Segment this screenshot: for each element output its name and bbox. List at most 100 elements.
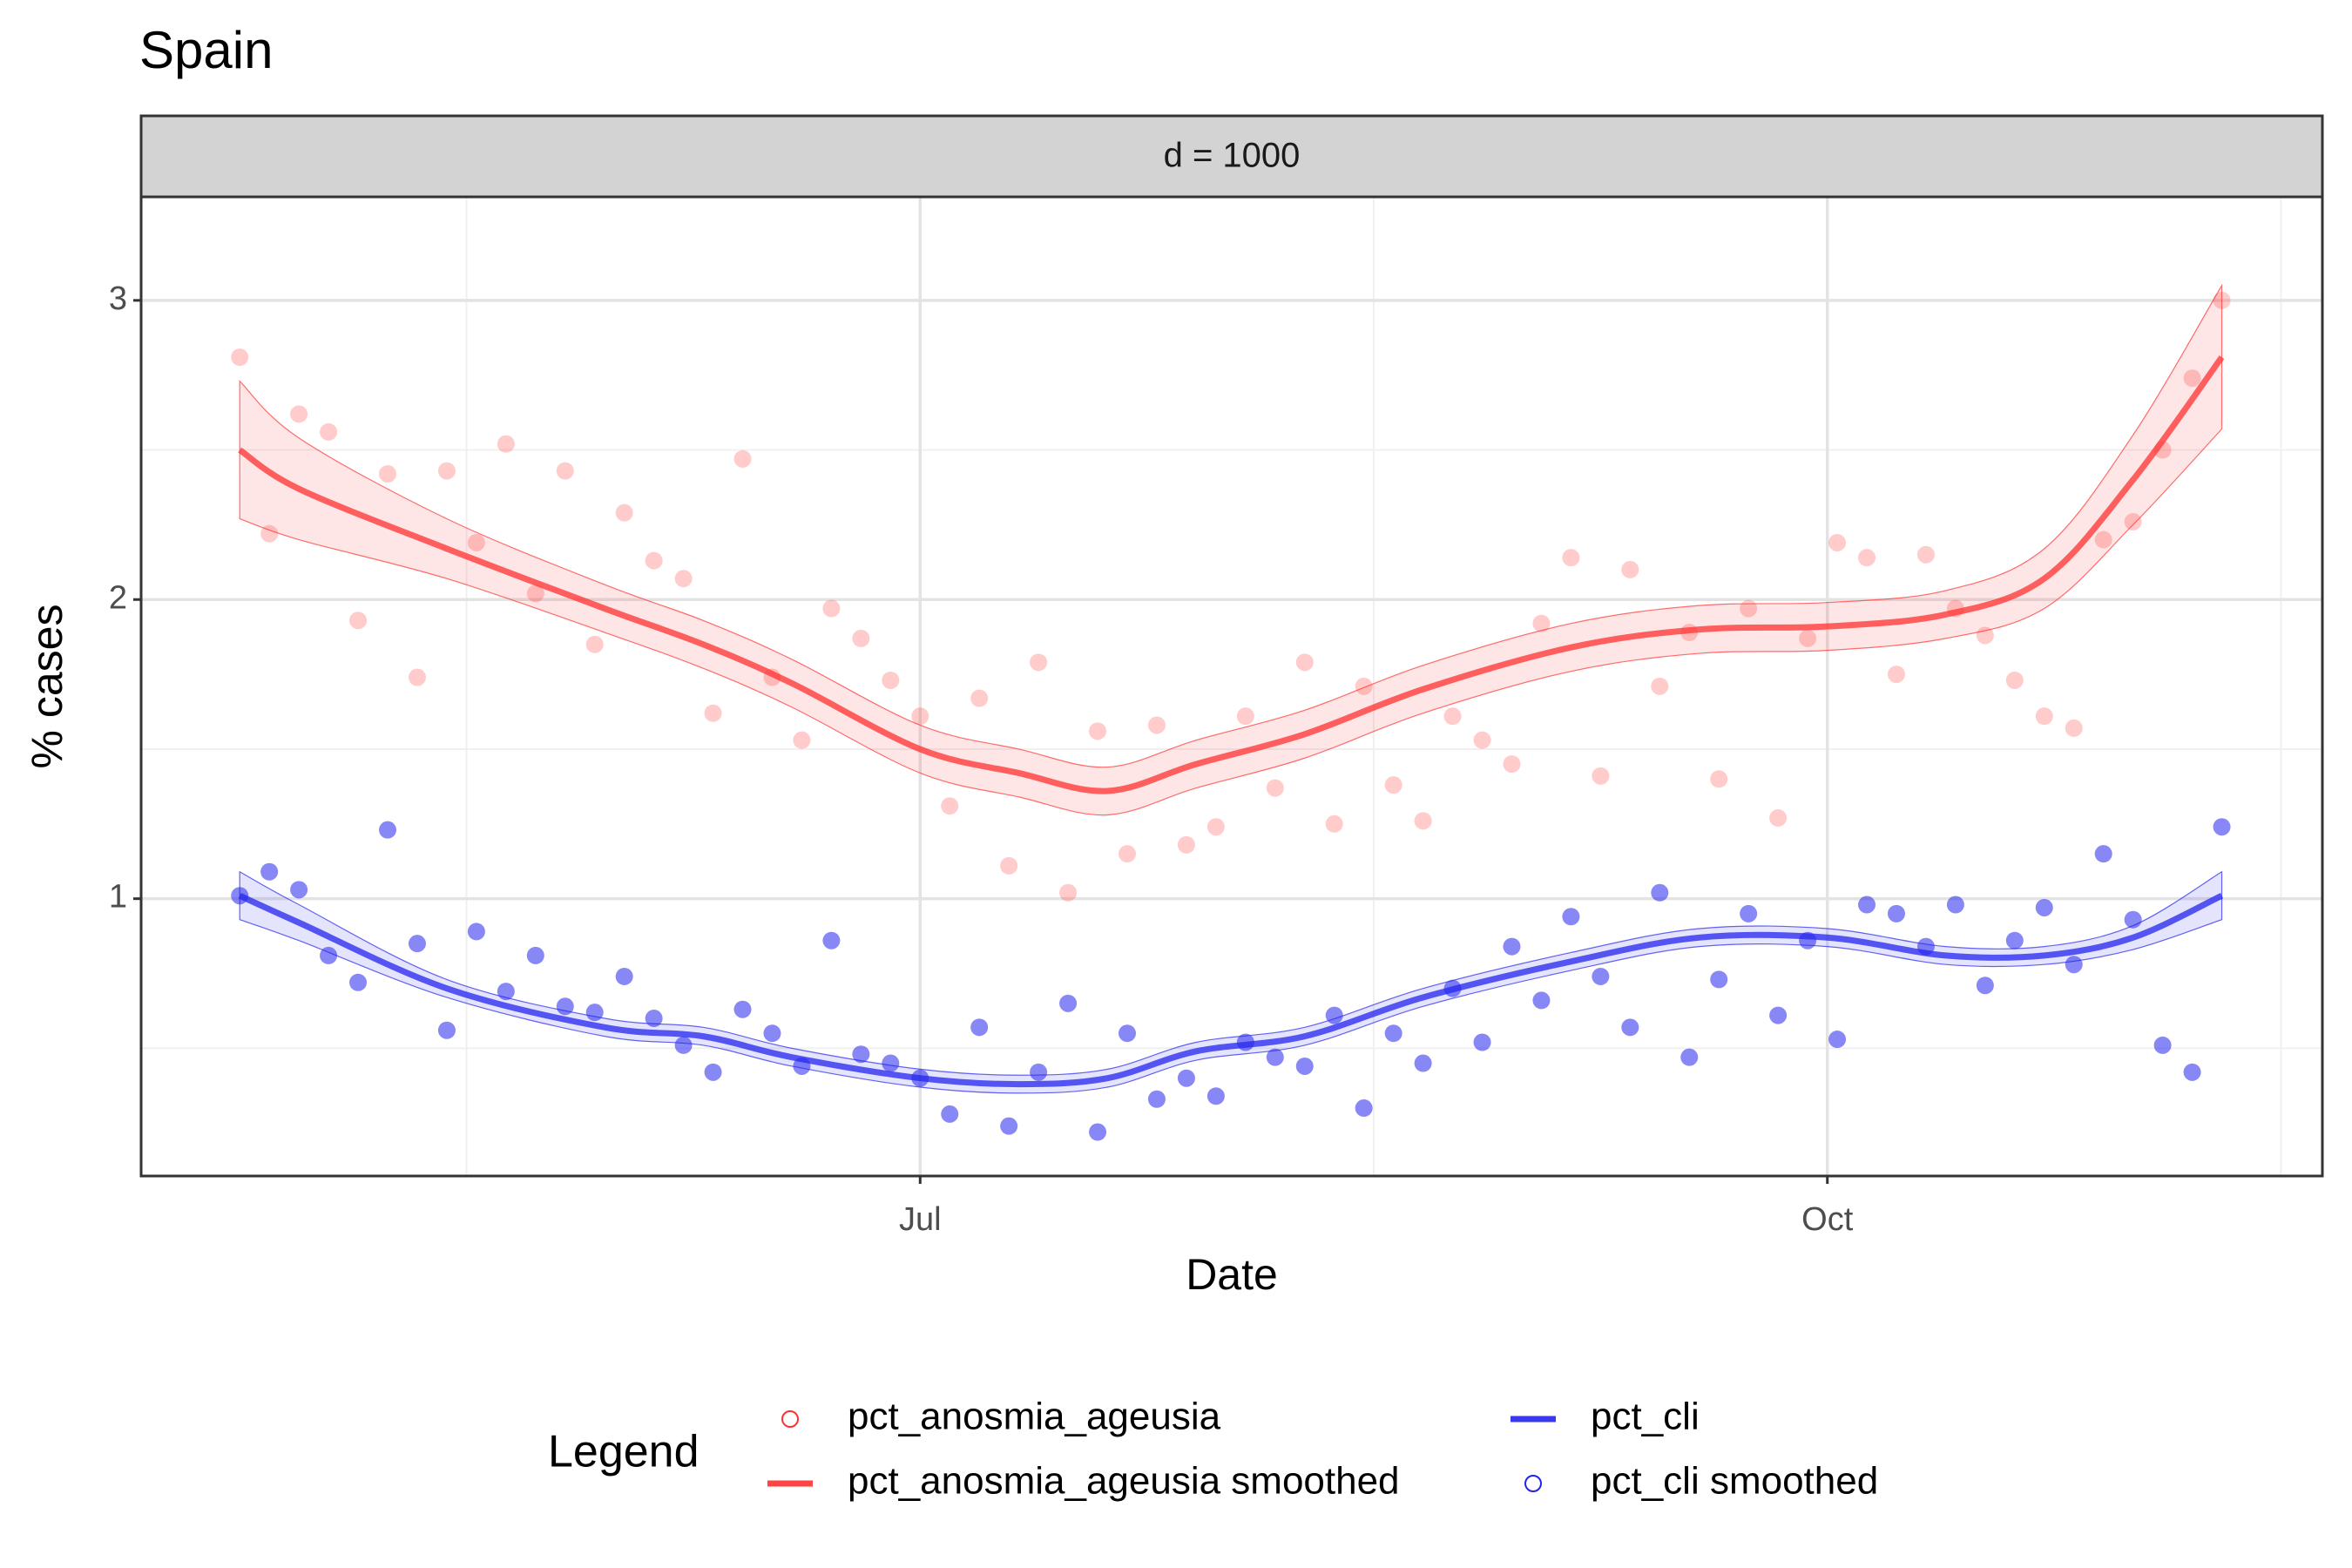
point xyxy=(1119,845,1137,863)
point xyxy=(1976,977,1994,995)
x-tick-label: Oct xyxy=(1801,1201,1854,1238)
point xyxy=(1503,937,1521,956)
point xyxy=(1295,653,1314,672)
point xyxy=(349,612,368,630)
point xyxy=(2094,845,2112,863)
facet-strip xyxy=(139,114,2324,199)
point xyxy=(1532,991,1551,1010)
point xyxy=(1089,1123,1107,1141)
point xyxy=(882,671,900,689)
panel-border xyxy=(139,195,2324,1178)
point xyxy=(1177,1069,1195,1087)
point xyxy=(1414,812,1432,830)
point xyxy=(645,551,663,570)
point xyxy=(822,599,841,618)
point xyxy=(970,1018,989,1037)
point xyxy=(2005,671,2024,689)
point xyxy=(2213,291,2231,309)
point xyxy=(763,1024,781,1043)
point xyxy=(290,405,308,423)
point xyxy=(1592,967,1610,985)
point xyxy=(1443,979,1462,997)
point xyxy=(1592,767,1610,785)
point xyxy=(231,887,249,905)
point xyxy=(1355,1099,1373,1118)
point xyxy=(1740,904,1758,923)
legend-title: Legend xyxy=(548,1427,700,1477)
point xyxy=(793,731,811,749)
point xyxy=(556,462,574,480)
point xyxy=(733,1000,752,1018)
point xyxy=(793,1057,811,1075)
point xyxy=(1680,1048,1699,1066)
point xyxy=(1710,770,1728,788)
point xyxy=(1799,931,1817,950)
point xyxy=(1236,707,1254,726)
point xyxy=(822,931,841,950)
point xyxy=(615,504,633,522)
point xyxy=(1621,560,1639,578)
point xyxy=(1266,779,1284,797)
point xyxy=(2153,1036,2172,1054)
point xyxy=(467,923,485,941)
point xyxy=(1946,599,1964,618)
point xyxy=(2094,531,2112,549)
point xyxy=(2183,1063,2201,1081)
point xyxy=(1946,896,1964,914)
point xyxy=(349,973,368,991)
point xyxy=(941,1105,959,1123)
point xyxy=(1089,722,1107,740)
point xyxy=(1325,1006,1343,1024)
point xyxy=(1177,835,1195,854)
point xyxy=(1059,883,1078,902)
point xyxy=(1206,818,1225,836)
point xyxy=(437,1021,456,1039)
point xyxy=(2035,898,2053,916)
point xyxy=(1236,1033,1254,1051)
smooth-line xyxy=(238,355,2225,794)
point xyxy=(970,689,989,707)
point xyxy=(1680,624,1699,642)
point xyxy=(526,946,544,964)
grid xyxy=(141,197,2322,1176)
point xyxy=(1651,883,1669,902)
x-tick-label: Jul xyxy=(899,1201,942,1238)
point xyxy=(1030,653,1048,672)
point xyxy=(645,1010,663,1028)
point xyxy=(1119,1024,1137,1043)
point xyxy=(1532,614,1551,632)
point xyxy=(2065,956,2083,974)
point xyxy=(408,935,426,953)
legend-label: pct_cli smoothed xyxy=(1591,1460,1878,1503)
point xyxy=(1562,549,1580,567)
y-axis-title: % cases xyxy=(23,605,71,769)
point xyxy=(379,465,397,483)
point xyxy=(2213,818,2231,836)
point xyxy=(1828,533,1847,551)
point xyxy=(320,946,338,964)
point xyxy=(1059,994,1078,1012)
confidence-band xyxy=(239,870,2223,1094)
x-axis-title: Date xyxy=(1186,1250,1278,1299)
point xyxy=(379,821,397,839)
point xyxy=(704,704,722,722)
point xyxy=(2124,512,2142,531)
y-tick-label: 1 xyxy=(109,879,127,916)
point xyxy=(1325,814,1343,833)
point xyxy=(2005,931,2024,950)
point xyxy=(1858,549,1876,567)
point xyxy=(260,862,279,881)
point xyxy=(260,524,279,543)
point xyxy=(941,797,959,815)
point xyxy=(1503,755,1521,774)
point xyxy=(1621,1018,1639,1037)
point xyxy=(1651,677,1669,695)
point xyxy=(1769,808,1788,827)
point xyxy=(852,629,870,647)
point xyxy=(2035,707,2053,726)
point xyxy=(1414,1054,1432,1072)
point xyxy=(408,668,426,686)
legend-label: pct_anosmia_ageusia xyxy=(848,1396,1221,1438)
point xyxy=(1266,1048,1284,1066)
point xyxy=(1769,1006,1788,1024)
